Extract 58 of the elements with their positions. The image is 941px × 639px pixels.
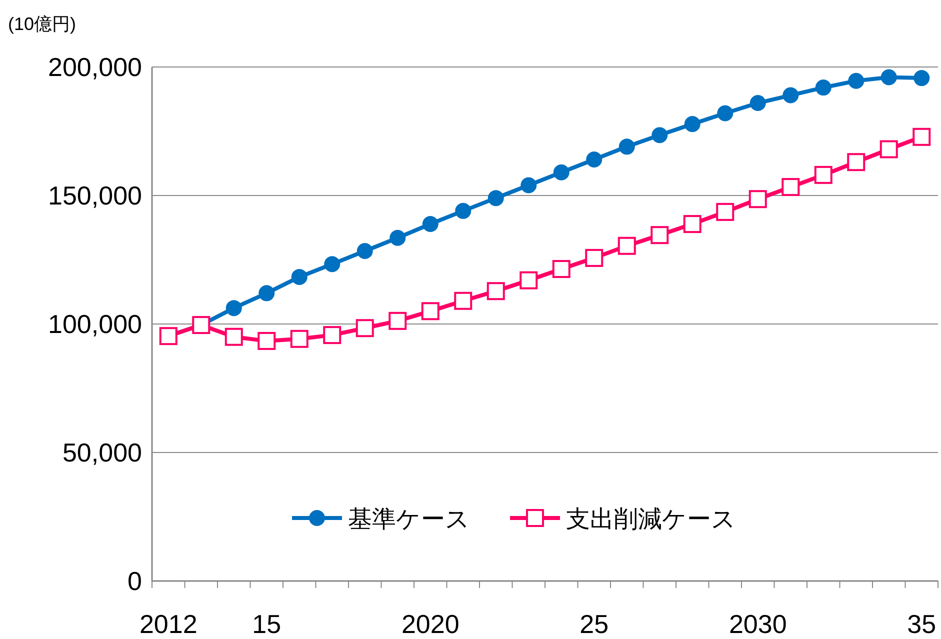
point [750, 94, 766, 111]
point [748, 190, 767, 208]
point [390, 230, 406, 246]
point [585, 248, 604, 267]
point [324, 256, 340, 272]
point [290, 330, 308, 348]
point [782, 87, 799, 104]
point [684, 116, 700, 132]
point [650, 226, 669, 244]
point [586, 152, 602, 168]
point [912, 128, 931, 146]
x-tick-label: 35 [907, 609, 936, 639]
point [716, 202, 734, 221]
point [880, 140, 898, 158]
point [356, 319, 374, 338]
point [914, 70, 930, 86]
point [782, 178, 800, 196]
point [323, 326, 342, 344]
point [880, 69, 897, 86]
point [421, 302, 440, 320]
point [520, 177, 537, 194]
point [814, 166, 832, 184]
point [520, 271, 538, 290]
point [388, 312, 407, 330]
point [683, 215, 702, 234]
point [454, 292, 472, 310]
x-tick-label: 15 [252, 609, 282, 639]
x-tick-label: 2020 [401, 609, 460, 639]
point [848, 72, 864, 89]
point [717, 105, 734, 122]
point [488, 190, 504, 206]
x-tick-label: 25 [580, 609, 609, 639]
point [224, 328, 243, 346]
point [815, 80, 832, 96]
y-axis-title: (10億円) [8, 14, 76, 34]
point [455, 202, 472, 219]
point [552, 260, 570, 278]
point [618, 138, 635, 155]
x-tick-label: 2012 [139, 609, 198, 639]
point [226, 300, 242, 316]
legend-label: 基準ケース [348, 506, 470, 533]
point [422, 216, 438, 232]
point [258, 285, 275, 302]
x-tick-label: 2030 [728, 609, 787, 639]
point [553, 164, 570, 180]
y-tick-label: 0 [128, 566, 142, 596]
y-tick-label: 100,000 [48, 309, 142, 339]
point [356, 243, 373, 260]
legend-label: 支出削減ケース [566, 506, 736, 533]
y-tick-label: 50,000 [62, 438, 142, 468]
y-tick-label: 150,000 [48, 180, 142, 210]
y-tick-label: 200,000 [48, 52, 142, 82]
point [652, 127, 668, 144]
point [618, 236, 636, 255]
point [486, 282, 505, 300]
point [847, 153, 866, 172]
point [291, 268, 308, 285]
point [258, 332, 276, 350]
